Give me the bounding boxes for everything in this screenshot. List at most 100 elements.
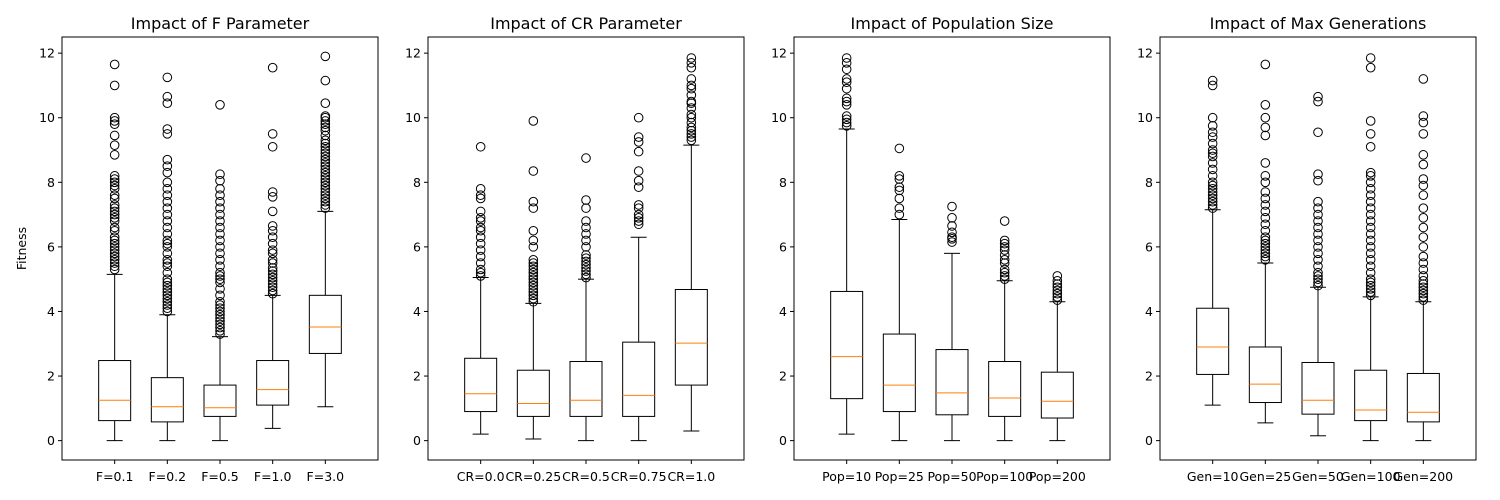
outlier-point: [686, 103, 697, 113]
plot-frame: [1159, 36, 1477, 461]
x-tick-label: Gen=25: [1239, 469, 1291, 484]
outlier-point: [162, 190, 173, 201]
outlier-point: [320, 187, 331, 197]
x-tick-label: Gen=100: [1341, 469, 1401, 484]
outlier-point: [1313, 216, 1323, 226]
chart-title: Impact of CR Parameter: [490, 14, 682, 33]
outlier-point: [1052, 285, 1063, 296]
outlier-point: [109, 206, 120, 217]
outlier-point: [1260, 251, 1271, 262]
y-tick-label: 10: [771, 110, 787, 125]
outlier-point: [1418, 282, 1429, 293]
outlier-point: [109, 171, 120, 181]
iqr-box: [1354, 369, 1388, 422]
outlier-point: [215, 216, 225, 226]
outlier-point: [841, 93, 852, 104]
outlier-point: [1313, 127, 1323, 138]
outlier-point: [267, 232, 278, 242]
outlier-point: [320, 177, 331, 188]
outlier-point: [162, 274, 173, 284]
outlier-point: [528, 287, 539, 297]
outlier-point: [1365, 287, 1376, 297]
outlier-point: [320, 183, 331, 194]
x-tick-label: CR=0.0: [457, 469, 505, 484]
outlier-point: [162, 129, 173, 139]
box-Pop=200: [1040, 271, 1074, 442]
outlier-point: [109, 264, 120, 275]
y-tick-label: 6: [779, 239, 787, 254]
outlier-point: [215, 261, 225, 272]
outlier-point: [162, 261, 173, 272]
outlier-point: [999, 271, 1010, 281]
chart-title: Impact of Population Size: [851, 14, 1054, 33]
y-tick-label: 6: [47, 239, 55, 254]
outlier-point: [215, 309, 225, 320]
outlier-point: [581, 269, 591, 280]
outlier-point: [320, 148, 331, 159]
outlier-point: [215, 248, 225, 259]
outlier-point: [162, 72, 173, 83]
outlier-point: [581, 266, 591, 276]
outlier-point: [1260, 235, 1271, 246]
outlier-point: [267, 221, 278, 231]
box-CR=0.5: [569, 153, 603, 442]
outlier-point: [633, 182, 644, 192]
outlier-point: [841, 114, 852, 125]
outlier-point: [320, 154, 331, 165]
outlier-point: [1313, 274, 1323, 284]
outlier-point: [999, 255, 1010, 265]
outlier-point: [947, 201, 957, 212]
box-CR=0.25: [516, 116, 550, 440]
outlier-point: [267, 282, 278, 293]
outlier-point: [215, 300, 225, 310]
outlier-point: [320, 119, 331, 129]
outlier-point: [109, 235, 120, 246]
plot-frame: [793, 36, 1111, 461]
outlier-point: [581, 216, 591, 226]
outlier-point: [320, 130, 331, 141]
outlier-point: [109, 216, 120, 226]
outlier-point: [475, 206, 486, 217]
outlier-point: [1418, 111, 1429, 121]
x-tick-label: F=0.1: [96, 469, 134, 484]
box-Gen=25: [1248, 59, 1282, 424]
outlier-point: [320, 111, 331, 121]
y-tick-label: 12: [1137, 46, 1153, 61]
outlier-point: [267, 266, 278, 276]
outlier-point: [633, 213, 644, 223]
outlier-point: [1260, 242, 1271, 252]
outlier-point: [633, 216, 644, 226]
outlier-point: [109, 209, 120, 220]
iqr-box: [1248, 346, 1282, 404]
outlier-point: [475, 271, 486, 281]
outlier-point: [162, 280, 173, 291]
outlier-point: [162, 242, 173, 252]
outlier-point: [1313, 91, 1323, 102]
box-Gen=200: [1406, 74, 1440, 442]
outlier-point: [1052, 271, 1063, 281]
outlier-point: [109, 258, 120, 268]
outlier-point: [215, 229, 225, 239]
y-tick-label: 12: [771, 46, 787, 61]
outlier-point: [999, 264, 1010, 275]
outlier-point: [267, 269, 278, 280]
outlier-point: [475, 222, 486, 233]
outlier-point: [581, 259, 591, 270]
outlier-point: [841, 77, 852, 88]
outlier-point: [633, 209, 644, 220]
outlier-point: [1365, 222, 1376, 233]
outlier-point: [894, 209, 905, 220]
outlier-point: [581, 229, 591, 239]
iqr-box: [674, 289, 708, 386]
outlier-point: [162, 183, 173, 194]
outlier-point: [1365, 171, 1376, 181]
outlier-point: [999, 274, 1010, 284]
outlier-point: [1207, 148, 1218, 159]
outlier-point: [1052, 295, 1063, 305]
outlier-point: [1365, 62, 1376, 73]
outlier-point: [841, 117, 852, 128]
outlier-point: [1260, 193, 1271, 204]
outlier-point: [320, 145, 331, 155]
